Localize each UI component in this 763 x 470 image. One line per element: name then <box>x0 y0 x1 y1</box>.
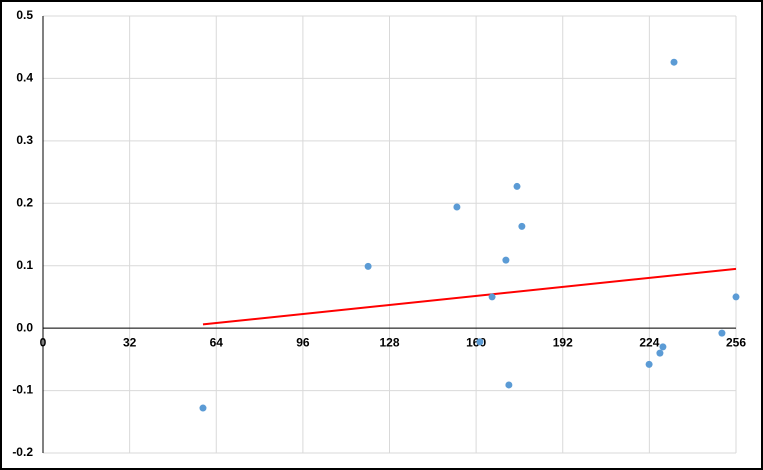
scatter-point <box>502 256 510 264</box>
y-tick-label: 0.5 <box>16 8 33 22</box>
scatter-point <box>656 349 664 357</box>
x-tick-label: 64 <box>210 335 224 349</box>
y-tick-label: -0.1 <box>12 383 33 397</box>
scatter-point <box>732 293 740 301</box>
scatter-point <box>659 343 667 351</box>
scatter-point <box>718 329 726 337</box>
scatter-point <box>453 203 461 211</box>
y-tick-label: 0.3 <box>16 133 33 147</box>
x-tick-label: 256 <box>726 335 746 349</box>
y-tick-label: 0.1 <box>16 258 33 272</box>
scatter-point <box>505 381 513 389</box>
scatter-point <box>513 182 521 190</box>
x-tick-label: 192 <box>553 335 573 349</box>
x-tick-label: 224 <box>639 335 659 349</box>
scatter-point <box>645 360 653 368</box>
y-tick-label: -0.2 <box>12 445 33 459</box>
trendline <box>202 267 737 326</box>
scatter-point <box>488 293 496 301</box>
scatter-point <box>476 338 484 346</box>
scatter-point <box>670 58 678 66</box>
y-tick-label: 0.2 <box>16 195 33 209</box>
scatter-point <box>199 404 207 412</box>
y-tick-label: 0.4 <box>16 71 33 85</box>
scatter-point <box>518 222 526 230</box>
x-tick-label: 160 <box>466 335 486 349</box>
x-tick-label: 0 <box>40 335 47 349</box>
x-tick-label: 128 <box>379 335 399 349</box>
x-tick-label: 96 <box>296 335 310 349</box>
y-tick-label: 0.0 <box>16 320 33 334</box>
scatter-point <box>364 262 372 270</box>
x-tick-label: 32 <box>123 335 137 349</box>
